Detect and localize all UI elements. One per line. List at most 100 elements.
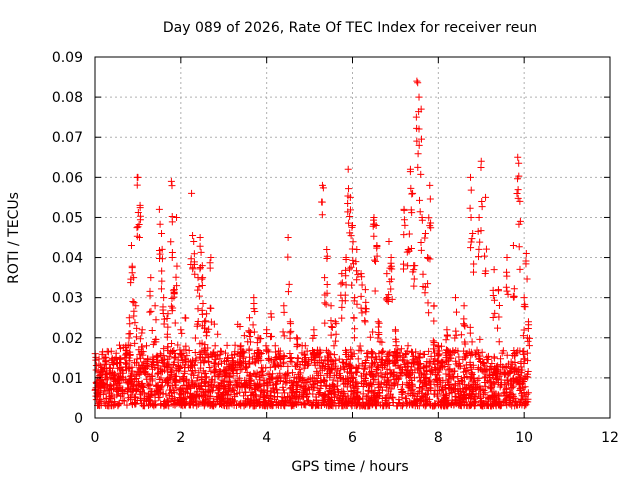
data-point [445,381,453,389]
data-point [108,356,116,364]
data-point [433,357,441,365]
data-point [304,398,312,406]
data-point [220,378,228,386]
data-point [495,287,503,295]
data-point [309,374,317,382]
data-point [236,352,244,360]
data-point [353,378,361,386]
data-point [207,367,215,375]
data-point [163,315,171,323]
data-point [141,395,149,403]
data-point [277,374,285,382]
data-point [476,335,484,343]
data-point [468,368,476,376]
data-point [130,274,138,282]
data-point [300,383,308,391]
data-point [198,373,206,381]
data-point [269,384,277,392]
data-point [442,336,450,344]
data-point [234,376,242,384]
data-point [409,383,417,391]
data-point [497,401,505,409]
data-point [287,354,295,362]
data-point [185,399,193,407]
data-point [233,369,241,377]
data-point [136,351,144,359]
data-point [178,387,186,395]
data-point [400,231,408,239]
data-point [383,392,391,400]
data-point [461,364,469,372]
data-point [482,245,490,253]
data-point [503,268,511,276]
data-point [375,319,383,327]
data-point [301,342,309,350]
data-point [133,380,141,388]
data-point [264,346,272,354]
data-point [250,305,258,313]
data-point [495,338,503,346]
data-point [421,289,429,297]
data-point [367,395,375,403]
data-point [280,308,288,316]
data-point [168,212,176,220]
data-point [205,363,213,371]
data-point [126,373,134,381]
y-tick-label: 0.09 [52,50,83,66]
data-point [215,372,223,380]
data-point [462,361,470,369]
data-point [488,359,496,367]
data-point [185,379,193,387]
data-point [211,351,219,359]
data-point [373,242,381,250]
data-point [462,353,470,361]
data-point [194,374,202,382]
data-point [133,355,141,363]
data-point [271,363,279,371]
data-point [410,266,418,274]
data-point [236,382,244,390]
data-point [207,378,215,386]
data-point [246,376,254,384]
data-point [254,349,262,357]
data-point [172,372,180,380]
data-point [101,353,109,361]
data-point [358,281,366,289]
data-point [451,334,459,342]
data-point [242,388,250,396]
data-point [417,369,425,377]
data-point [294,395,302,403]
data-point [377,380,385,388]
data-point [466,392,474,400]
data-point [463,373,471,381]
data-point [424,280,432,288]
data-point [503,254,511,262]
data-point [475,213,483,221]
data-point [426,222,434,230]
data-point [161,397,169,405]
data-point [503,287,511,295]
data-point [238,359,246,367]
data-point [386,390,394,398]
data-point [233,381,241,389]
data-point [503,384,511,392]
data-point [373,252,381,260]
data-point [425,214,433,222]
data-point [524,325,532,333]
data-point [163,375,171,383]
data-point [481,374,489,382]
data-point [494,324,502,332]
data-point [400,216,408,224]
data-point [204,387,212,395]
data-point [346,193,354,201]
data-point [164,362,172,370]
data-point [347,387,355,395]
data-point [416,208,424,216]
data-point [130,299,138,307]
data-point [122,354,130,362]
data-point [153,387,161,395]
data-point [353,399,361,407]
data-point [421,234,429,242]
data-point [177,326,185,334]
data-point [263,330,271,338]
